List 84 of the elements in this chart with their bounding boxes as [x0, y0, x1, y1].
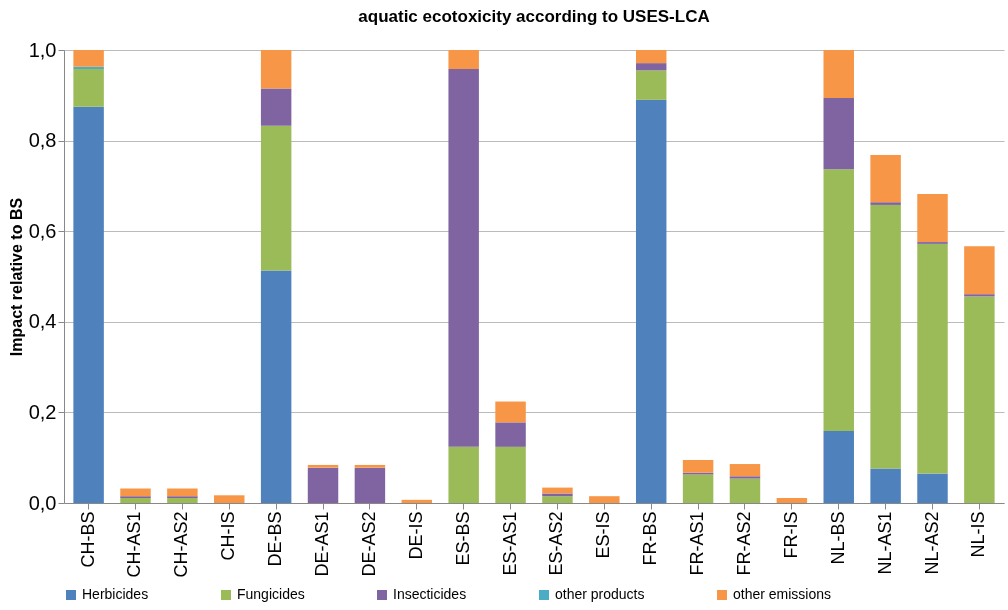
bar [260, 125, 292, 271]
bar [729, 464, 761, 477]
x-tick-label: ES-AS2 [546, 511, 567, 576]
bar [917, 243, 948, 474]
bar [917, 473, 948, 503]
bar [870, 468, 901, 503]
bar [495, 446, 526, 503]
bar [73, 106, 104, 503]
bar [260, 88, 292, 126]
bar [823, 430, 854, 503]
bar [214, 495, 245, 503]
bar [354, 464, 386, 468]
bar [73, 69, 104, 107]
bar [635, 50, 667, 64]
chart-title: aquatic ecotoxicity according to USES-LCA [358, 7, 710, 26]
bar [307, 467, 339, 503]
bar [448, 69, 479, 447]
bar [167, 498, 198, 503]
bar [823, 50, 854, 99]
bar [260, 50, 292, 89]
bar [542, 496, 573, 503]
x-tick-label: DE-BS [265, 511, 286, 567]
x-tick-label: NL-AS2 [921, 511, 942, 575]
x-tick-label: ES-BS [452, 511, 473, 566]
x-tick-label: FR-BS [640, 511, 661, 566]
legend-label: Fungicides [237, 586, 305, 602]
bar [870, 155, 901, 203]
y-tick-label: 0,4 [28, 310, 57, 333]
x-tick-label: NL-BS [827, 511, 848, 565]
y-tick-label: 0,0 [28, 491, 57, 514]
x-tick-label: CH-AS1 [124, 511, 145, 578]
x-tick-label: CH-AS2 [171, 511, 192, 578]
bar [870, 202, 901, 205]
x-tick-label: NL-IS [968, 511, 989, 558]
y-tick-label: 1,0 [28, 38, 57, 61]
x-tick-label: ES-IS [593, 511, 614, 559]
bar [120, 498, 151, 503]
x-tick-label: DE-AS1 [312, 511, 333, 577]
bar [589, 496, 620, 503]
y-tick-label: 0,8 [28, 129, 57, 152]
bar [167, 488, 198, 497]
x-tick-label: DE-AS2 [358, 511, 379, 577]
bar [682, 459, 714, 473]
x-tick-label: DE-IS [405, 511, 426, 560]
bar [635, 70, 667, 100]
bar [448, 446, 479, 503]
bar [823, 169, 854, 431]
y-axis-title: Impact relative to BS [7, 197, 25, 357]
y-tick-label: 0,2 [28, 400, 57, 423]
bar [495, 401, 526, 423]
x-tick-label: CH-BS [77, 511, 98, 568]
legend-label: other products [555, 586, 645, 602]
bar [448, 50, 479, 70]
bar [635, 99, 667, 503]
bar [260, 270, 292, 503]
x-tick-label: ES-AS1 [499, 511, 520, 576]
bar [964, 246, 995, 295]
x-tick-label: FR-IS [780, 511, 801, 559]
bar [870, 204, 901, 469]
x-tick-label: NL-AS1 [874, 511, 895, 575]
legend-label: Herbicides [82, 586, 149, 602]
bar [917, 194, 948, 243]
bar [401, 499, 433, 503]
bar [729, 476, 761, 479]
bar [307, 464, 339, 468]
x-tick-label: FR-AS2 [733, 511, 754, 576]
bar [964, 296, 995, 503]
bar [776, 498, 808, 503]
bar [964, 294, 995, 297]
bar [73, 50, 104, 67]
bar [73, 66, 104, 70]
bar [495, 422, 526, 447]
bar [635, 63, 667, 71]
bar [120, 488, 151, 497]
x-tick-label: FR-AS1 [687, 511, 708, 576]
bar [682, 474, 714, 503]
bar [542, 493, 573, 497]
bar [729, 478, 761, 503]
bar [823, 98, 854, 170]
y-tick-label: 0,6 [28, 219, 57, 242]
bar [354, 467, 386, 503]
legend-label: Insecticides [393, 586, 467, 602]
x-tick-label: CH-IS [218, 511, 239, 561]
legend-label: other emissions [733, 586, 832, 602]
